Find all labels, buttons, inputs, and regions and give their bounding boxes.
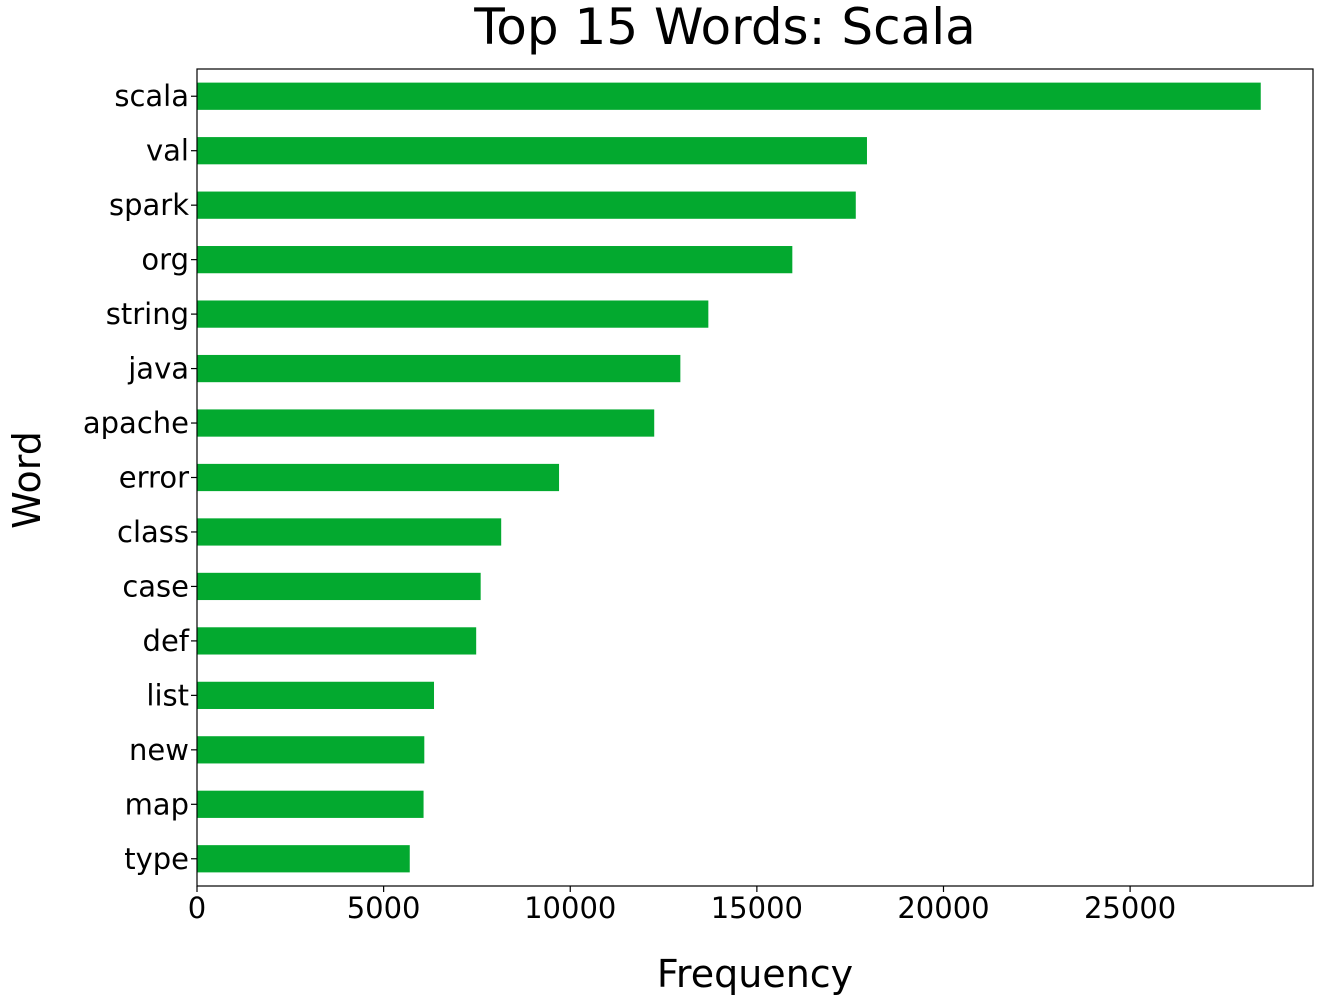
bar-list [197,681,435,709]
y-tick-label: error [119,461,189,495]
y-axis-ticks: scala val spark org string java apache error cla… [83,79,197,876]
y-tick-label: def [143,624,190,658]
y-axis-label: Word [5,431,49,529]
bar-string [197,300,709,328]
bar-apache [197,409,655,437]
y-tick-label: type [124,842,189,876]
bars-group [197,82,1261,873]
y-tick-label: new [129,733,189,767]
y-tick-label: org [141,243,189,277]
y-tick-label: class [117,515,189,549]
x-tick-label: 15000 [711,891,803,925]
bar-type [197,845,410,873]
y-tick-label: map [125,787,189,821]
x-tick-label: 0 [188,891,206,925]
x-axis-label: Frequency [657,952,853,996]
x-tick-label: 20000 [897,891,989,925]
y-tick-label: spark [109,188,189,222]
y-tick-label: apache [83,406,189,440]
y-tick-label: scala [114,79,189,113]
bar-class [197,518,502,546]
y-tick-label: java [127,352,189,386]
y-tick-label: string [106,297,189,331]
bar-def [197,627,477,655]
bar-spark [197,191,856,219]
bar-val [197,137,867,165]
plot-frame [196,68,1314,887]
x-tick-label: 25000 [1084,891,1176,925]
bar-case [197,572,481,601]
chart-title: Top 15 Words: Scala [473,0,976,56]
bar-scala [197,82,1261,110]
bar-error [197,463,560,492]
y-tick-label: case [122,569,189,603]
x-tick-label: 5000 [347,891,421,925]
y-tick-label: list [146,678,189,712]
bar-map [197,790,424,818]
y-tick-label: val [146,134,189,168]
x-axis-ticks: 0 5000 10000 15000 20000 25000 [188,886,1176,925]
bar-org [197,246,793,274]
bar-java [197,354,681,383]
x-tick-label: 10000 [524,891,616,925]
bar-new [197,736,425,764]
